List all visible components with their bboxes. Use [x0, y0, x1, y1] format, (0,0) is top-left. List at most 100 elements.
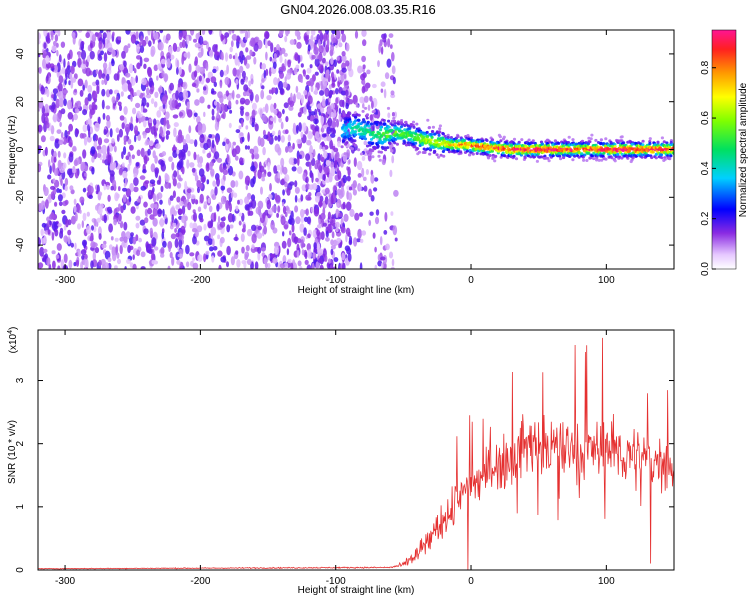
spectrogram-noise-mark — [157, 192, 163, 200]
spectrogram-noise-mark — [203, 201, 208, 210]
spectrogram-noise-mark — [303, 227, 307, 236]
spectrogram-noise-mark — [285, 72, 291, 80]
spectrogram-noise-mark — [310, 206, 314, 213]
spectrogram-noise-mark — [85, 67, 91, 77]
spectrogram-noise-mark — [305, 176, 309, 184]
spectrogram-noise-mark — [115, 95, 119, 103]
spectrogram-signal-mark — [595, 158, 599, 162]
spectrogram-signal-mark — [412, 125, 416, 129]
spectrogram-signal-mark — [646, 154, 650, 157]
spectrogram-noise-mark — [357, 65, 363, 74]
spectrogram-noise-mark — [94, 247, 100, 254]
spectrogram-noise-mark — [150, 30, 154, 41]
spectrogram-noise-mark — [44, 146, 48, 156]
spectrogram-noise-mark — [374, 246, 377, 253]
spectrogram-noise-mark — [67, 99, 72, 110]
spectrogram-noise-mark — [55, 254, 60, 259]
spectrogram-noise-mark — [330, 133, 336, 138]
spectrogram-noise-mark — [145, 127, 151, 134]
spectrogram-noise-mark — [339, 99, 344, 108]
spectrogram-noise-mark — [318, 39, 321, 48]
spectrogram-noise-mark — [247, 209, 251, 217]
spectrogram-noise-mark — [235, 145, 241, 155]
colorbar-tick-label: 0.2 — [700, 211, 711, 225]
spectrogram-noise-mark — [342, 262, 346, 269]
spectrogram-noise-mark — [245, 55, 252, 60]
spectrogram-noise-mark — [91, 156, 95, 163]
spectrogram-noise-mark — [98, 259, 102, 267]
spectrogram-noise-mark — [173, 122, 179, 128]
colorbar-tick-label: 0.4 — [700, 161, 711, 175]
spectrogram-noise-mark — [58, 139, 64, 146]
spectrogram-signal-mark — [392, 116, 396, 120]
spectrogram-noise-mark — [222, 141, 226, 147]
spectrogram-signal-mark — [451, 146, 455, 150]
spectrogram-noise-mark — [308, 184, 314, 191]
spectrogram-noise-mark — [266, 199, 272, 210]
spectrogram-noise-mark — [259, 137, 265, 147]
spectrogram-signal-mark — [613, 151, 617, 155]
spectrogram-noise-mark — [309, 64, 313, 69]
spectrogram-noise-mark — [192, 235, 197, 245]
spectrogram-noise-mark — [325, 98, 328, 107]
spectrogram-signal-mark — [348, 134, 352, 138]
spectrogram-noise-mark — [121, 151, 124, 160]
spectrogram-noise-mark — [251, 102, 257, 111]
spectrogram-noise-mark — [132, 107, 137, 115]
spectrogram-noise-mark — [363, 185, 368, 192]
spectrogram-noise-mark — [330, 248, 334, 256]
spectrogram-noise-mark — [183, 52, 189, 58]
spectrogram-signal-mark — [610, 156, 614, 160]
spectrogram-noise-mark — [177, 83, 181, 88]
spectrogram-noise-mark — [47, 174, 52, 180]
spectrogram-noise-mark — [70, 65, 75, 75]
spectrogram-noise-mark — [185, 244, 190, 255]
spectrogram-noise-mark — [189, 252, 195, 257]
spectrogram-signal-mark — [375, 135, 379, 139]
spectrogram-signal-mark — [379, 150, 383, 154]
spectrogram-noise-mark — [122, 170, 128, 179]
spectrogram-noise-mark — [176, 148, 180, 155]
spectrogram-noise-mark — [373, 187, 378, 192]
spectrogram-noise-mark — [296, 238, 302, 244]
spectrogram-noise-mark — [160, 253, 165, 258]
spectrogram-signal-mark — [498, 135, 502, 139]
spectrogram-noise-mark — [264, 116, 268, 124]
spectrogram-noise-mark — [191, 167, 196, 173]
spectrogram-noise-mark — [322, 222, 327, 227]
spectrogram-noise-mark — [189, 139, 195, 145]
spectrogram-noise-mark — [206, 179, 210, 185]
spectrogram-noise-mark — [140, 35, 144, 45]
spectrogram-noise-mark — [243, 223, 246, 231]
spectrogram-noise-mark — [138, 237, 143, 243]
spectrogram-noise-mark — [213, 81, 217, 88]
spectrogram-noise-mark — [307, 233, 311, 239]
spectrogram-noise-mark — [82, 187, 87, 193]
spectrogram-noise-mark — [194, 99, 200, 106]
spectrogram-signal-mark — [429, 132, 434, 136]
spectrogram-noise-mark — [61, 209, 66, 215]
x-tick-label: 0 — [468, 576, 474, 587]
spectrogram-signal-mark — [386, 146, 390, 150]
spectrogram-signal-mark — [648, 142, 652, 145]
spectrogram-noise-mark — [43, 112, 50, 117]
spectrogram-noise-mark — [238, 220, 242, 226]
spectrogram-noise-mark — [277, 262, 281, 269]
spectrogram-noise-mark — [229, 46, 233, 53]
spectrogram-signal-mark — [488, 154, 492, 157]
spectrogram-noise-mark — [362, 176, 367, 181]
spectrogram-noise-mark — [132, 254, 135, 260]
spectrogram-noise-mark — [133, 92, 138, 97]
spectrogram-noise-mark — [128, 245, 134, 251]
spectrogram-noise-mark — [63, 152, 67, 159]
spectrogram-noise-mark — [58, 201, 63, 207]
spectrogram-noise-mark — [217, 91, 223, 99]
spectrogram-signal-mark — [602, 151, 606, 155]
spectrogram-noise-mark — [234, 180, 239, 188]
spectrogram-noise-mark — [240, 78, 245, 85]
spectrogram-signal-mark — [512, 137, 517, 141]
spectrogram-noise-mark — [237, 199, 240, 205]
spectrogram-noise-mark — [240, 108, 244, 117]
spectrogram-noise-mark — [203, 235, 210, 242]
spectrogram-noise-mark — [68, 152, 74, 163]
